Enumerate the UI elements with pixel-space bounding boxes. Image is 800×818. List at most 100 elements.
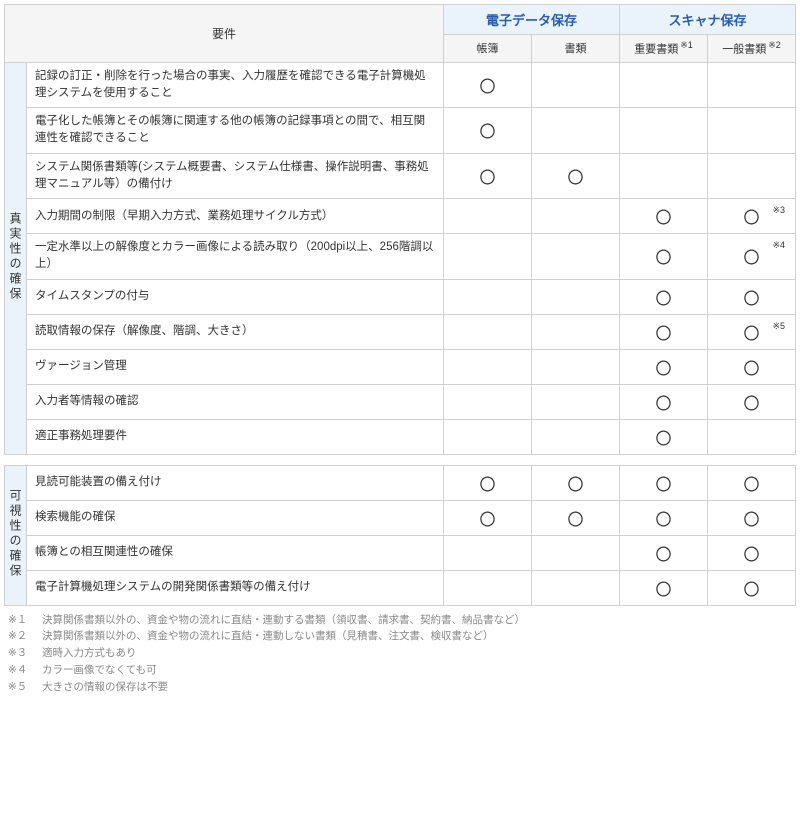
header-sub-ledger: 帳簿 bbox=[443, 35, 531, 63]
mark-cell bbox=[531, 384, 619, 419]
table-row: 入力者等情報の確認 〇〇 bbox=[5, 384, 796, 419]
header-group-scanner: スキャナ保存 bbox=[619, 5, 795, 35]
mark-cell bbox=[443, 384, 531, 419]
table-row: 電子計算機処理システムの開発関係書類等の備え付け 〇〇 bbox=[5, 570, 796, 605]
mark-cell: 〇 bbox=[619, 314, 707, 349]
mark-cell bbox=[443, 535, 531, 570]
mark-cell bbox=[531, 108, 619, 154]
mark-cell: 〇※3 bbox=[707, 199, 795, 234]
mark-cell: 〇 bbox=[619, 349, 707, 384]
mark-cell bbox=[443, 570, 531, 605]
mark-cell: 〇 bbox=[443, 153, 531, 199]
requirement-cell: 記録の訂正・削除を行った場合の事実、入力履歴を確認できる電子計算機処理システムを… bbox=[27, 62, 444, 108]
footnote: ※１決算関係書類以外の、資金や物の流れに直結・連動する書類（領収書、請求書、契約… bbox=[8, 612, 796, 629]
footnote: ※５大きさの情報の保存は不要 bbox=[8, 679, 796, 696]
table-header: 要件 電子データ保存 スキャナ保存 帳簿 書類 重要書類※1 一般書類※2 bbox=[5, 5, 796, 63]
mark-cell bbox=[531, 349, 619, 384]
mark-cell bbox=[707, 153, 795, 199]
mark-cell bbox=[531, 419, 619, 454]
mark-cell bbox=[531, 62, 619, 108]
mark-cell bbox=[707, 62, 795, 108]
mark-cell bbox=[531, 570, 619, 605]
mark-cell: 〇 bbox=[619, 465, 707, 500]
mark-cell bbox=[531, 199, 619, 234]
table-row: 帳簿との相互関連性の確保 〇〇 bbox=[5, 535, 796, 570]
table-row: 適正事務処理要件 〇 bbox=[5, 419, 796, 454]
mark-cell: 〇 bbox=[619, 384, 707, 419]
mark-cell bbox=[531, 314, 619, 349]
mark-cell: 〇※5 bbox=[707, 314, 795, 349]
mark-cell bbox=[619, 153, 707, 199]
requirement-cell: 適正事務処理要件 bbox=[27, 419, 444, 454]
requirement-cell: 検索機能の確保 bbox=[27, 500, 444, 535]
mark-cell: 〇 bbox=[619, 234, 707, 280]
footnote: ※３適時入力方式もあり bbox=[8, 645, 796, 662]
footnotes: ※１決算関係書類以外の、資金や物の流れに直結・連動する書類（領収書、請求書、契約… bbox=[4, 612, 796, 696]
requirement-cell: 入力者等情報の確認 bbox=[27, 384, 444, 419]
mark-cell bbox=[619, 62, 707, 108]
mark-cell bbox=[443, 314, 531, 349]
table-row: 電子化した帳簿とその帳簿に関連する他の帳簿の記録事項との間で、相互関連性を確認で… bbox=[5, 108, 796, 154]
mark-cell: 〇 bbox=[531, 465, 619, 500]
table-row: 可視性の確保見読可能装置の備え付け〇〇〇〇 bbox=[5, 465, 796, 500]
mark-cell: 〇 bbox=[531, 500, 619, 535]
table-row: 入力期間の制限（早期入力方式、業務処理サイクル方式） 〇〇※3 bbox=[5, 199, 796, 234]
requirement-cell: 読取情報の保存（解像度、階調、大きさ） bbox=[27, 314, 444, 349]
header-group-edata: 電子データ保存 bbox=[443, 5, 619, 35]
header-sub-important: 重要書類※1 bbox=[619, 35, 707, 63]
table-row: ヴァージョン管理 〇〇 bbox=[5, 349, 796, 384]
mark-cell bbox=[707, 419, 795, 454]
mark-cell: 〇 bbox=[707, 570, 795, 605]
mark-cell: 〇 bbox=[707, 535, 795, 570]
mark-cell: 〇 bbox=[619, 570, 707, 605]
mark-cell: 〇※4 bbox=[707, 234, 795, 280]
requirement-cell: 見読可能装置の備え付け bbox=[27, 465, 444, 500]
requirement-cell: ヴァージョン管理 bbox=[27, 349, 444, 384]
mark-cell bbox=[443, 199, 531, 234]
requirement-cell: 入力期間の制限（早期入力方式、業務処理サイクル方式） bbox=[27, 199, 444, 234]
mark-cell bbox=[443, 234, 531, 280]
table-row: 検索機能の確保〇〇〇〇 bbox=[5, 500, 796, 535]
requirement-cell: タイムスタンプの付与 bbox=[27, 279, 444, 314]
mark-cell: 〇 bbox=[443, 62, 531, 108]
mark-cell: 〇 bbox=[619, 500, 707, 535]
mark-cell bbox=[443, 419, 531, 454]
category-label: 可視性の確保 bbox=[5, 465, 27, 605]
mark-cell: 〇 bbox=[443, 108, 531, 154]
mark-cell: 〇 bbox=[619, 199, 707, 234]
table-row: 真実性の確保記録の訂正・削除を行った場合の事実、入力履歴を確認できる電子計算機処… bbox=[5, 62, 796, 108]
requirement-cell: システム関係書類等(システム概要書、システム仕様書、操作説明書、事務処理マニュア… bbox=[27, 153, 444, 199]
requirement-cell: 電子計算機処理システムの開発関係書類等の備え付け bbox=[27, 570, 444, 605]
footnote: ※４カラー画像でなくても可 bbox=[8, 662, 796, 679]
mark-cell: 〇 bbox=[707, 384, 795, 419]
table-row: システム関係書類等(システム概要書、システム仕様書、操作説明書、事務処理マニュア… bbox=[5, 153, 796, 199]
requirement-cell: 電子化した帳簿とその帳簿に関連する他の帳簿の記録事項との間で、相互関連性を確認で… bbox=[27, 108, 444, 154]
mark-cell: 〇 bbox=[531, 153, 619, 199]
table-row: 一定水準以上の解像度とカラー画像による読み取り（200dpi以上、256階調以上… bbox=[5, 234, 796, 280]
mark-cell: 〇 bbox=[619, 279, 707, 314]
mark-cell bbox=[707, 108, 795, 154]
header-sub-general: 一般書類※2 bbox=[707, 35, 795, 63]
footnote: ※２決算関係書類以外の、資金や物の流れに直結・連動しない書類（見積書、注文書、検… bbox=[8, 628, 796, 645]
mark-cell: 〇 bbox=[619, 419, 707, 454]
mark-cell: 〇 bbox=[707, 279, 795, 314]
table-row: 読取情報の保存（解像度、階調、大きさ） 〇〇※5 bbox=[5, 314, 796, 349]
header-requirement: 要件 bbox=[5, 5, 444, 63]
mark-cell: 〇 bbox=[707, 465, 795, 500]
mark-cell: 〇 bbox=[443, 465, 531, 500]
mark-cell: 〇 bbox=[707, 500, 795, 535]
requirements-table: 要件 電子データ保存 スキャナ保存 帳簿 書類 重要書類※1 一般書類※2 真実… bbox=[4, 4, 796, 606]
mark-cell bbox=[443, 279, 531, 314]
mark-cell: 〇 bbox=[619, 535, 707, 570]
header-sub-docs: 書類 bbox=[531, 35, 619, 63]
requirement-cell: 帳簿との相互関連性の確保 bbox=[27, 535, 444, 570]
mark-cell bbox=[531, 535, 619, 570]
category-label: 真実性の確保 bbox=[5, 62, 27, 454]
mark-cell bbox=[619, 108, 707, 154]
mark-cell bbox=[443, 349, 531, 384]
mark-cell: 〇 bbox=[443, 500, 531, 535]
requirement-cell: 一定水準以上の解像度とカラー画像による読み取り（200dpi以上、256階調以上… bbox=[27, 234, 444, 280]
mark-cell bbox=[531, 279, 619, 314]
table-row: タイムスタンプの付与 〇〇 bbox=[5, 279, 796, 314]
mark-cell: 〇 bbox=[707, 349, 795, 384]
